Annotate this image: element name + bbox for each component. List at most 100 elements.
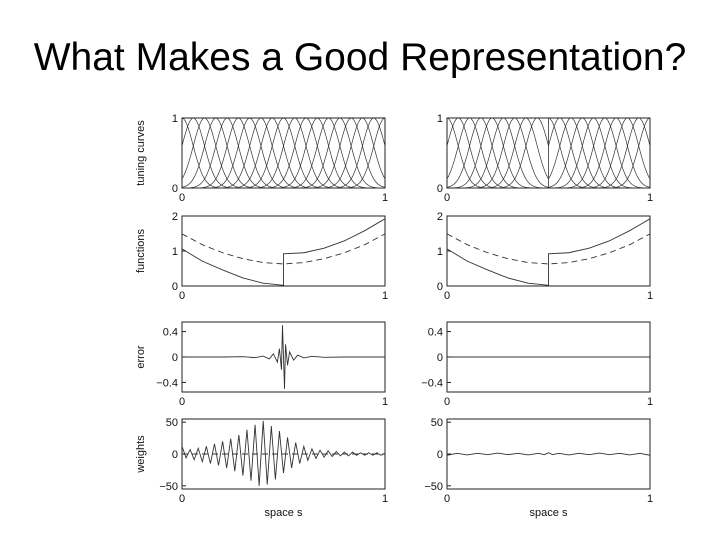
tuning-curve (447, 118, 549, 188)
y-tick-label: 0 (172, 352, 178, 364)
tuning-curve (548, 118, 650, 188)
y-tick-label: 50 (166, 417, 178, 429)
y-tick-label: 1 (437, 246, 443, 258)
x-tick-label: 0 (179, 290, 185, 302)
tuning-curve (182, 118, 385, 188)
tuning-curve (447, 118, 549, 188)
tuning-curve (182, 118, 385, 188)
tuning-curve (548, 118, 650, 188)
plot-area (182, 420, 385, 486)
x-axis-label: space s (265, 507, 303, 519)
tuning-curve (548, 118, 650, 188)
x-tick-label: 1 (647, 192, 653, 204)
panel-functions-left: 0 1 2 0 1 functions (135, 211, 388, 302)
y-tick-label: −0.4 (421, 377, 443, 389)
x-tick-label: 0 (179, 192, 185, 204)
y-tick-label: −0.4 (156, 377, 178, 389)
y-tick-label: 0.4 (163, 327, 178, 339)
plot-area (447, 118, 650, 188)
tuning-curve (447, 118, 549, 188)
series-line-solid (182, 325, 385, 389)
plot-area (182, 118, 385, 188)
series-line-solid (182, 420, 385, 486)
tuning-curve (182, 118, 385, 188)
tuning-curve (548, 118, 650, 188)
y-axis-label: functions (135, 228, 147, 273)
y-tick-label: 0.4 (428, 327, 443, 339)
plot-area (447, 452, 650, 456)
tuning-curve (548, 118, 650, 188)
tuning-curve (182, 118, 385, 188)
y-tick-label: −50 (159, 481, 178, 493)
plot-area (182, 218, 385, 286)
x-tick-label: 0 (444, 493, 450, 505)
y-tick-label: 50 (431, 417, 443, 429)
panel-functions-right: 0 1 2 0 1 (437, 211, 653, 302)
tuning-curve (548, 118, 650, 188)
x-tick-label: 1 (382, 396, 388, 408)
series-line-solid (447, 452, 650, 456)
y-axis-label: tuning curves (135, 120, 147, 186)
panel-tuning-curves-right: 0 1 0 1 (437, 113, 653, 204)
x-tick-label: 1 (647, 396, 653, 408)
x-tick-label: 0 (179, 396, 185, 408)
x-tick-label: 0 (444, 192, 450, 204)
tuning-curve (182, 118, 385, 188)
tuning-curve (182, 118, 385, 188)
x-tick-label: 0 (444, 290, 450, 302)
tuning-curve (447, 118, 549, 188)
tuning-curve (182, 118, 385, 188)
tuning-curve (182, 118, 385, 188)
tuning-curve (182, 118, 385, 188)
x-tick-label: 1 (382, 192, 388, 204)
y-tick-label: 0 (172, 281, 178, 293)
y-tick-label: 0 (437, 281, 443, 293)
y-tick-label: 0 (437, 183, 443, 195)
series-line-solid (182, 218, 385, 286)
panel-tuning-curves-left: 0 1 0 1 tuning curves (135, 113, 388, 204)
tuning-curve (182, 118, 385, 188)
y-tick-label: 2 (172, 211, 178, 223)
tuning-curve (182, 118, 385, 188)
x-tick-label: 1 (647, 290, 653, 302)
tuning-curve (182, 118, 385, 188)
tuning-curve (182, 118, 385, 188)
tuning-curve (548, 118, 650, 188)
tuning-curve (548, 118, 650, 188)
tuning-curve (447, 118, 549, 188)
y-tick-label: −50 (424, 481, 443, 493)
tuning-curve (548, 118, 650, 188)
tuning-curve (182, 118, 385, 188)
tuning-curve (182, 118, 385, 188)
series-line-solid (447, 218, 650, 286)
tuning-curve (447, 118, 549, 188)
y-tick-label: 0 (437, 352, 443, 364)
x-tick-label: 0 (444, 396, 450, 408)
y-axis-label: error (135, 345, 147, 369)
plot-frame (181, 117, 386, 189)
y-tick-label: 0 (172, 183, 178, 195)
x-tick-label: 1 (647, 493, 653, 505)
x-tick-label: 1 (382, 493, 388, 505)
x-axis-label: space s (530, 507, 568, 519)
plot-frame (446, 418, 651, 490)
y-tick-label: 0 (437, 449, 443, 461)
tuning-curve (447, 118, 549, 188)
tuning-curve (182, 118, 385, 188)
panel-error-right: 0.40−0.40 1 (421, 321, 653, 408)
tuning-curve (182, 118, 385, 188)
y-axis-label: weights (135, 435, 147, 474)
y-tick-label: 1 (437, 113, 443, 125)
x-tick-label: 1 (382, 290, 388, 302)
tuning-curve (447, 118, 549, 188)
tuning-curve (447, 118, 549, 188)
plot-area (182, 325, 385, 389)
y-tick-label: 0 (172, 449, 178, 461)
y-tick-label: 1 (172, 113, 178, 125)
plot-area (447, 218, 650, 286)
y-tick-label: 2 (437, 211, 443, 223)
